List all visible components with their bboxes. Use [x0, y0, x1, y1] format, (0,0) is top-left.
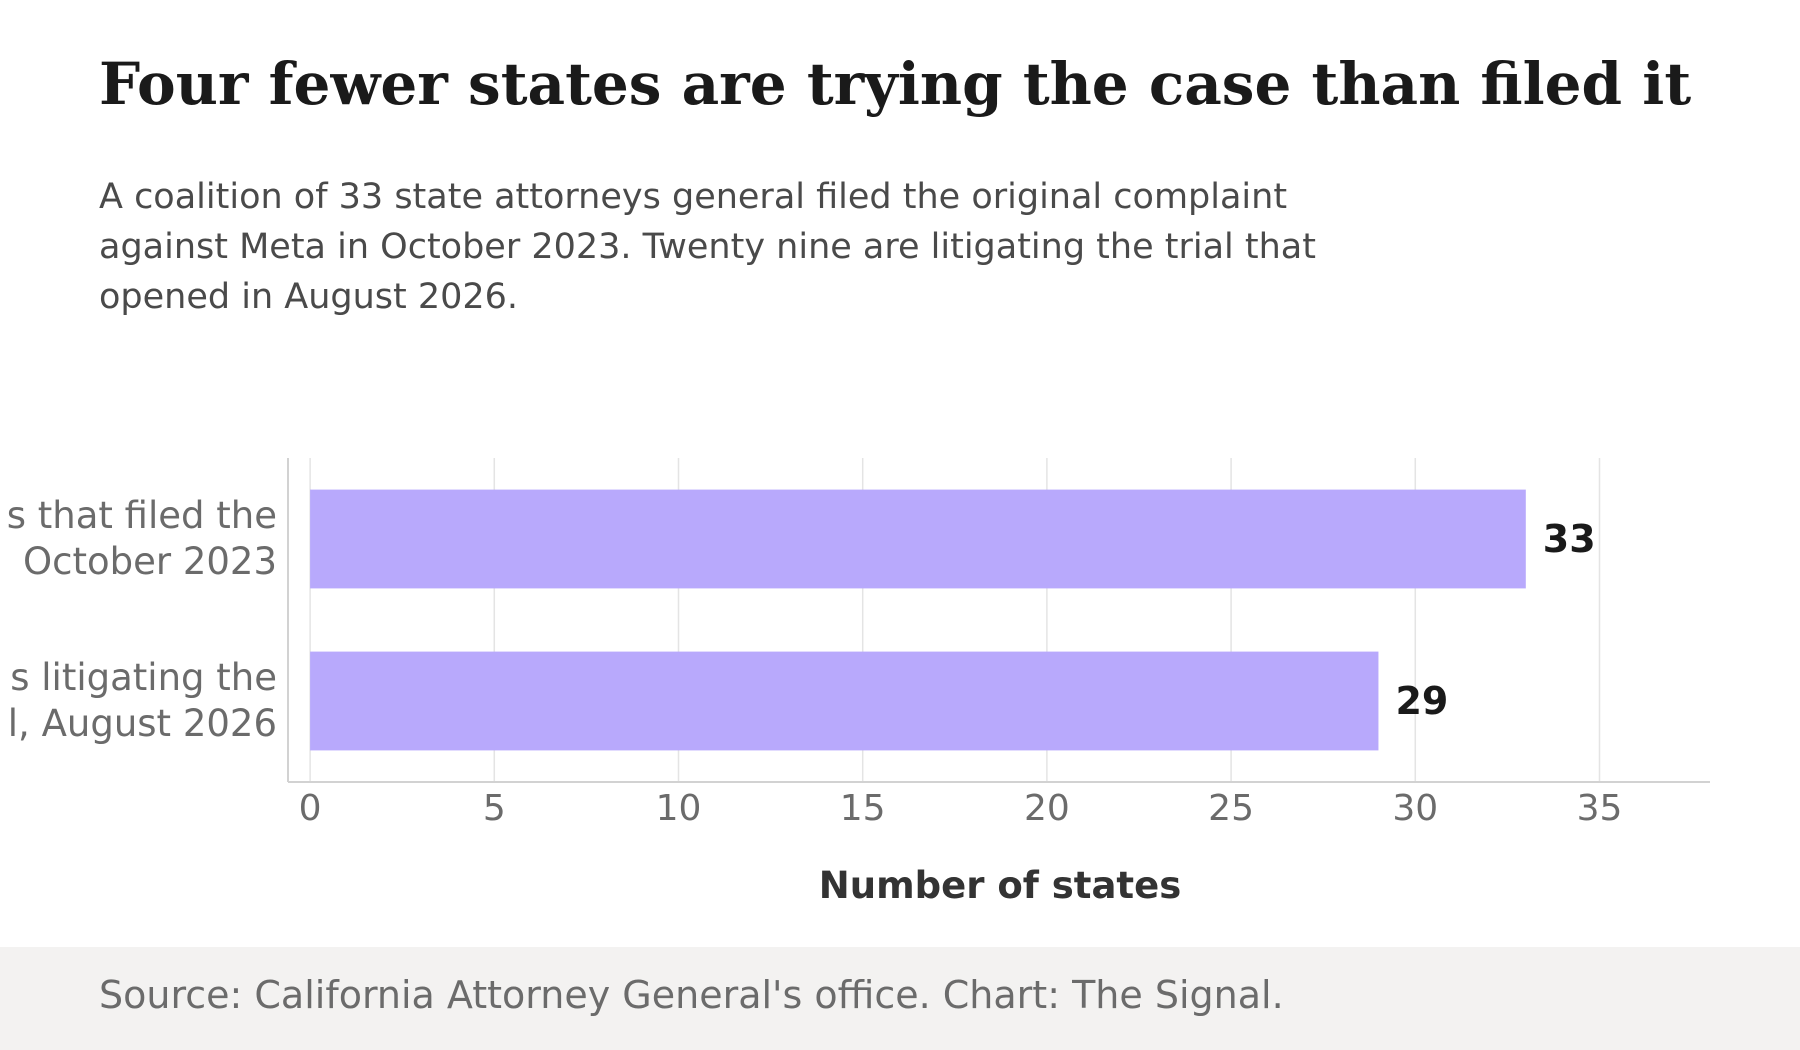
x-tick-label: 20 [1024, 788, 1070, 829]
bar-value-label: 33 [1543, 517, 1596, 561]
x-tick-label: 5 [483, 788, 506, 829]
x-tick-label: 25 [1208, 788, 1254, 829]
x-tick-label: 15 [840, 788, 886, 829]
x-tick-label: 10 [656, 788, 702, 829]
chart-title: Four fewer states are trying the case th… [99, 50, 1692, 118]
labels: 0 5 10 15 20 25 30 35 33 s that filed theOctober … [7, 494, 1623, 907]
bars [310, 489, 1526, 751]
chart-subtitle: A coalition of 33 state attorneys genera… [99, 177, 1316, 317]
x-tick-label: 0 [299, 788, 322, 829]
x-tick-label: 30 [1392, 788, 1438, 829]
category-label: October 2023 [23, 540, 277, 583]
x-axis-title: Number of states [819, 864, 1181, 907]
x-tick-label: 35 [1577, 788, 1623, 829]
bar-chart: 0 5 10 15 20 25 30 35 33 s that filed theOctober … [7, 458, 1710, 907]
category-label: s litigating the [10, 656, 277, 699]
footer-band [0, 947, 1800, 1050]
category-label: s that filed the [7, 494, 277, 537]
bar [310, 489, 1526, 589]
bar [310, 651, 1379, 751]
source-note: Source: California Attorney General's of… [99, 973, 1284, 1017]
category-label: l, August 2026 [8, 702, 277, 745]
axes [287, 458, 1710, 783]
bar-value-label: 29 [1395, 679, 1448, 723]
